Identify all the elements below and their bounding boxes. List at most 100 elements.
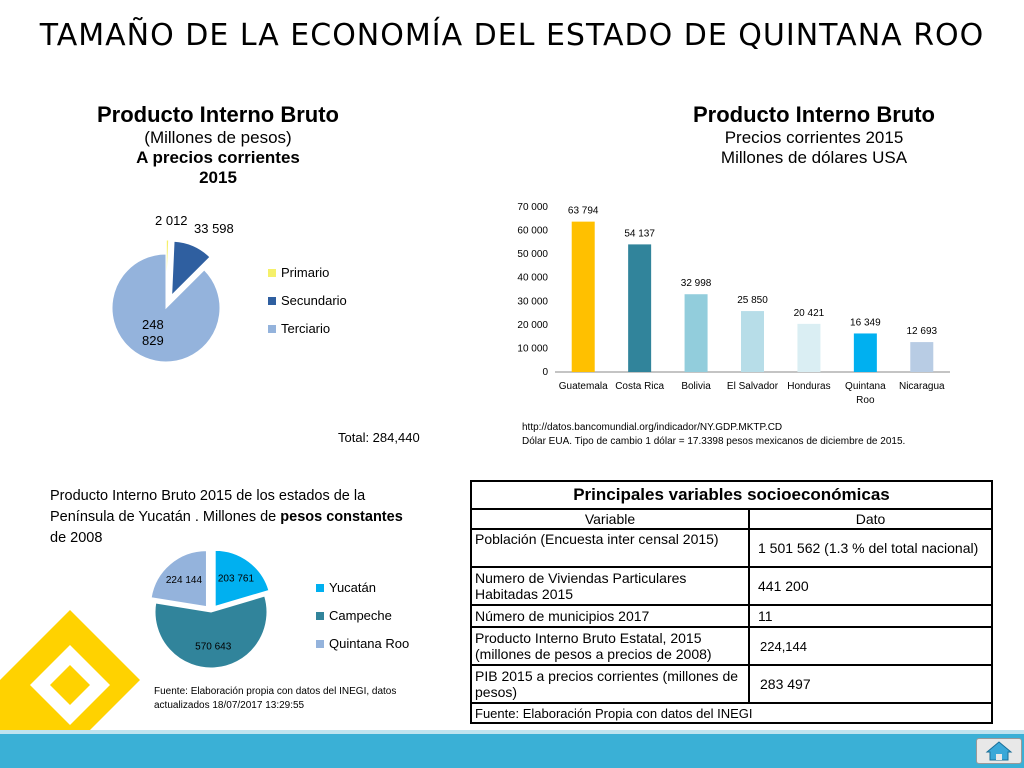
bar-data-label: 54 137 bbox=[624, 228, 655, 239]
table-footer: Fuente: Elaboración Propia con datos del… bbox=[470, 702, 993, 724]
pie1-subtitle-1: (Millones de pesos) bbox=[144, 128, 292, 147]
table-header-row: Variable Dato bbox=[470, 508, 993, 530]
y-tick-label: 0 bbox=[542, 367, 548, 378]
legend-swatch bbox=[316, 583, 324, 592]
x-tick-label: Nicaragua bbox=[899, 381, 945, 392]
column-header-variable: Variable bbox=[470, 508, 750, 530]
table-row: PIB 2015 a precios corrientes (millones … bbox=[470, 664, 993, 704]
bar-honduras bbox=[797, 323, 821, 372]
legend-label: Primario bbox=[281, 265, 330, 280]
bar-chart: 0 10 000 20 000 30 000 40 000 50 000 60 000 70 … bbox=[517, 202, 950, 406]
y-tick-label: 60 000 bbox=[517, 226, 548, 237]
pie1-total: Total: 284,440 bbox=[338, 430, 420, 445]
x-tick-label: Quintana bbox=[845, 381, 886, 392]
pie-slice-terciario bbox=[111, 253, 221, 363]
table-cell-variable: PIB 2015 a precios corrientes (millones … bbox=[470, 664, 750, 704]
y-tick-label: 40 000 bbox=[517, 273, 548, 284]
pie-slice-campeche bbox=[154, 595, 268, 669]
bar-data-label: 16 349 bbox=[850, 317, 881, 328]
pie-data-label-quintana-roo: 224 144 bbox=[166, 575, 203, 586]
legend-item-campeche: Campeche bbox=[316, 608, 409, 623]
table-cell-variable: Numero de Viviendas Particulares Habitad… bbox=[470, 566, 750, 606]
legend-swatch bbox=[268, 324, 276, 333]
bar-data-label: 12 693 bbox=[906, 326, 937, 337]
pie2-heading-line3: de 2008 bbox=[50, 530, 103, 546]
pie1-subtitle-3: 2015 bbox=[199, 168, 237, 187]
bar-quintana-roo bbox=[853, 333, 877, 372]
legend-swatch bbox=[316, 639, 324, 648]
table-title-row: Principales variables socioeconómicas bbox=[470, 480, 993, 510]
legend-label: Campeche bbox=[329, 608, 392, 623]
bar-data-label: 25 850 bbox=[737, 295, 768, 306]
table-cell-dato: 11 bbox=[748, 604, 993, 628]
pie1-label-terciario-b: 829 bbox=[142, 333, 164, 348]
legend-swatch bbox=[268, 296, 276, 305]
table-footer-row: Fuente: Elaboración Propia con datos del… bbox=[470, 702, 993, 724]
legend-item-quintana-roo: Quintana Roo bbox=[316, 636, 409, 651]
pie1-subtitle-2: A precios corrientes bbox=[136, 148, 300, 167]
home-button[interactable] bbox=[976, 738, 1022, 764]
legend-label: Yucatán bbox=[329, 580, 376, 595]
bar-bolivia bbox=[684, 294, 708, 372]
legend-swatch bbox=[268, 268, 276, 277]
bar-title: Producto Interno Bruto bbox=[693, 102, 935, 127]
pie1-label-secundario: 33 598 bbox=[194, 221, 234, 236]
pie-chart-sectors bbox=[111, 239, 221, 363]
table-cell-variable: Número de municipios 2017 bbox=[470, 604, 750, 628]
bar-costa-rica bbox=[628, 244, 652, 372]
bar-guatemala bbox=[571, 221, 595, 372]
legend-label: Terciario bbox=[281, 321, 331, 336]
pie-slice-secundario bbox=[171, 240, 211, 297]
pie1-label-primario: 2 012 bbox=[155, 213, 188, 228]
y-tick-label: 70 000 bbox=[517, 202, 548, 213]
bar-data-label: 32 998 bbox=[681, 278, 712, 289]
bar-source-note: Dólar EUA. Tipo de cambio 1 dólar = 17.3… bbox=[522, 436, 906, 447]
table-row: Población (Encuesta inter censal 2015) 1… bbox=[470, 528, 993, 568]
column-header-dato: Dato bbox=[748, 508, 993, 530]
pie2-legend: Yucatán Campeche Quintana Roo bbox=[316, 580, 409, 664]
x-tick-label: Honduras bbox=[787, 381, 830, 392]
legend-item-yucatan: Yucatán bbox=[316, 580, 409, 595]
home-icon bbox=[985, 741, 1013, 761]
y-tick-label: 10 000 bbox=[517, 343, 548, 354]
pie1-heading: Producto Interno Bruto (Millones de peso… bbox=[80, 102, 356, 188]
table-cell-variable: Producto Interno Bruto Estatal, 2015 (mi… bbox=[470, 626, 750, 666]
table-row: Producto Interno Bruto Estatal, 2015 (mi… bbox=[470, 626, 993, 666]
bar-subtitle-1: Precios corrientes 2015 bbox=[724, 128, 904, 147]
x-tick-label: Guatemala bbox=[559, 381, 608, 392]
pie1-label-terciario-a: 248 bbox=[142, 317, 164, 332]
pie-slice-quintana-roo bbox=[150, 550, 207, 608]
x-tick-label: Roo bbox=[856, 395, 875, 406]
table-cell-dato: 1 501 562 (1.3 % del total nacional) bbox=[748, 528, 993, 568]
pie2-heading-line1: Producto Interno Bruto 2015 de los estad… bbox=[50, 488, 366, 504]
table-cell-dato: 283 497 bbox=[748, 664, 993, 704]
pie2-chart: 203 761 570 643 224 144 bbox=[150, 549, 270, 669]
table-cell-dato: 441 200 bbox=[748, 566, 993, 606]
table-title: Principales variables socioeconómicas bbox=[470, 480, 993, 510]
pie2-heading-line2: Península de Yucatán . Millones de pesos… bbox=[50, 507, 430, 528]
bar-source-url: http://datos.bancomundial.org/indicador/… bbox=[522, 422, 783, 433]
x-tick-label: Bolivia bbox=[681, 381, 711, 392]
legend-item-terciario: Terciario bbox=[268, 321, 347, 336]
bar-heading: Producto Interno Bruto Precios corriente… bbox=[664, 102, 964, 168]
pie2-source-1: Fuente: Elaboración propia con datos del… bbox=[154, 686, 397, 697]
legend-label: Quintana Roo bbox=[329, 636, 410, 651]
pie2-heading-line2a: Península de Yucatán . Millones de bbox=[50, 509, 281, 525]
socioeconomic-table: Principales variables socioeconómicas Va… bbox=[470, 480, 993, 724]
pie-slice-yucatan bbox=[214, 549, 270, 608]
bar-nicaragua bbox=[910, 342, 934, 372]
bar-data-label: 20 421 bbox=[794, 308, 825, 319]
pie2-heading-line2b: pesos constantes bbox=[280, 509, 403, 525]
pie2-heading: Producto Interno Bruto 2015 de los estad… bbox=[50, 486, 430, 549]
x-tick-label: El Salvador bbox=[727, 381, 779, 392]
table-cell-variable: Población (Encuesta inter censal 2015) bbox=[470, 528, 750, 568]
pie1-legend: Primario Secundario Terciario bbox=[268, 265, 347, 349]
x-tick-label: Costa Rica bbox=[615, 381, 664, 392]
table-cell-dato: 224,144 bbox=[748, 626, 993, 666]
bar-el-salvador bbox=[741, 311, 764, 372]
table-row: Numero de Viviendas Particulares Habitad… bbox=[470, 566, 993, 606]
table-row: Número de municipios 2017 11 bbox=[470, 604, 993, 628]
pie1-title: Producto Interno Bruto bbox=[97, 102, 339, 127]
footer-bar bbox=[0, 730, 1024, 768]
page-title: TAMAÑO DE LA ECONOMÍA DEL ESTADO DE QUIN… bbox=[39, 18, 985, 53]
